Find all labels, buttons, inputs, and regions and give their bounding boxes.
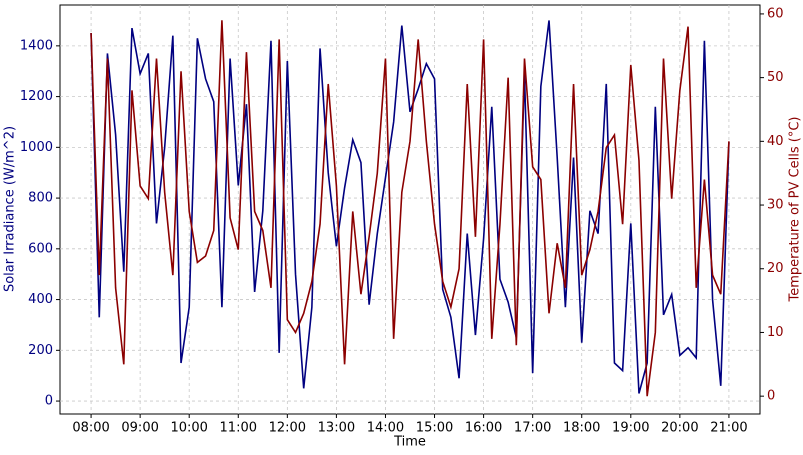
y-tick-label: 600: [28, 241, 53, 256]
y-tick-label: 1200: [20, 89, 53, 104]
y-tick-label: 1400: [20, 38, 53, 53]
x-tick-label: 19:00: [612, 421, 649, 436]
x-tick-label: 18:00: [563, 421, 600, 436]
y2-tick-label: 40: [767, 134, 784, 149]
x-tick-label: 11:00: [220, 421, 257, 436]
y2-tick-label: 60: [767, 6, 784, 21]
x-tick-label: 10:00: [170, 421, 207, 436]
x-tick-label: 08:00: [72, 421, 109, 436]
y-tick-label: 200: [28, 343, 53, 358]
y2-tick-label: 20: [767, 261, 784, 276]
x-tick-label: 12:00: [269, 421, 306, 436]
y2-tick-label: 10: [767, 325, 784, 340]
y2-tick-label: 50: [767, 70, 784, 85]
y2-tick-label: 0: [767, 389, 775, 404]
x-tick-label: 17:00: [514, 421, 551, 436]
y-axis-label: Solar Irradiance (W/m^2): [3, 126, 18, 292]
x-tick-label: 13:00: [318, 421, 355, 436]
x-axis-label: Time: [393, 435, 426, 450]
x-tick-label: 21:00: [710, 421, 747, 436]
x-tick-label: 15:00: [416, 421, 453, 436]
series-line: [90, 20, 730, 394]
y2-tick-label: 30: [767, 198, 784, 213]
x-tick-label: 20:00: [661, 421, 698, 436]
y-tick-label: 1000: [20, 140, 53, 155]
x-tick-label: 16:00: [465, 421, 502, 436]
y2-axis-label: Temperature of PV Cells (°C): [788, 117, 803, 303]
x-tick-label: 09:00: [121, 421, 158, 436]
series-line: [90, 20, 730, 397]
y-tick-label: 400: [28, 292, 53, 307]
y-tick-label: 0: [45, 394, 53, 409]
plot-frame: [59, 4, 761, 415]
x-tick-label: 14:00: [367, 421, 404, 436]
y-tick-label: 800: [28, 191, 53, 206]
